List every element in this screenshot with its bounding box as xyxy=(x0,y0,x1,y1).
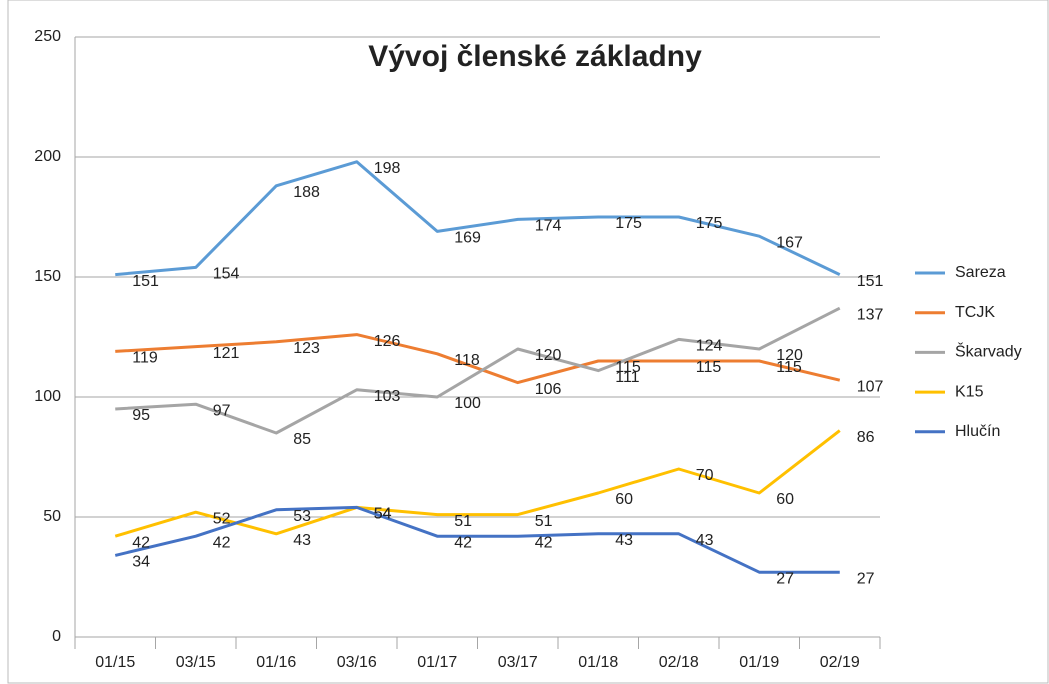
y-tick-label: 150 xyxy=(34,268,61,285)
data-label: 175 xyxy=(696,215,723,232)
data-label: 115 xyxy=(776,359,802,376)
x-tick-label: 01/16 xyxy=(256,654,296,671)
y-tick-label: 250 xyxy=(34,28,61,45)
series-line xyxy=(114,505,840,574)
data-label: 42 xyxy=(535,534,553,551)
data-label: 119 xyxy=(132,350,158,367)
legend-label: Sareza xyxy=(955,264,1006,281)
x-tick-label: 01/15 xyxy=(95,654,135,671)
data-label: 126 xyxy=(374,333,401,350)
data-label: 34 xyxy=(132,554,150,571)
data-label: 115 xyxy=(696,359,722,376)
data-label: 118 xyxy=(454,352,480,369)
data-label: 124 xyxy=(696,338,723,355)
data-label: 106 xyxy=(535,381,562,398)
data-label: 85 xyxy=(293,431,311,448)
x-tick-label: 02/19 xyxy=(820,654,860,671)
data-label: 167 xyxy=(776,234,803,251)
data-label: 51 xyxy=(535,513,553,530)
data-label: 42 xyxy=(213,534,231,551)
data-label: 27 xyxy=(857,570,875,587)
data-label: 175 xyxy=(615,215,642,232)
data-label: 154 xyxy=(213,266,240,283)
legend-label: K15 xyxy=(955,383,984,400)
data-label: 198 xyxy=(374,160,401,177)
data-label: 137 xyxy=(857,306,884,323)
data-label: 43 xyxy=(293,532,311,549)
data-label: 169 xyxy=(454,230,481,247)
data-label: 115 xyxy=(615,359,641,376)
data-label: 53 xyxy=(293,508,311,525)
x-tick-label: 01/18 xyxy=(578,654,618,671)
data-label: 120 xyxy=(776,347,803,364)
x-tick-label: 01/17 xyxy=(417,654,457,671)
data-label: 103 xyxy=(374,388,401,405)
data-label: 151 xyxy=(857,273,884,290)
series-line xyxy=(115,306,841,435)
data-label: 188 xyxy=(293,184,320,201)
data-label: 52 xyxy=(213,510,231,527)
data-label: 111 xyxy=(615,369,639,386)
chart-title: Vývoj členské základny xyxy=(368,40,702,73)
data-label: 43 xyxy=(615,532,633,549)
data-label: 43 xyxy=(696,532,714,549)
data-label: 54 xyxy=(374,506,392,523)
data-label: 174 xyxy=(535,218,562,235)
x-tick-label: 02/18 xyxy=(659,654,699,671)
data-label: 151 xyxy=(132,273,159,290)
data-label: 123 xyxy=(293,340,320,357)
data-label: 95 xyxy=(132,407,150,424)
series-line xyxy=(115,333,841,385)
data-label: 107 xyxy=(857,378,884,395)
x-tick-label: 03/17 xyxy=(498,654,538,671)
legend-label: Škarvady xyxy=(955,342,1022,361)
data-label: 60 xyxy=(615,491,633,508)
legend-label: Hlučín xyxy=(955,423,1000,440)
data-label: 121 xyxy=(213,345,240,362)
data-label: 51 xyxy=(454,513,472,530)
series-line xyxy=(115,160,841,277)
y-tick-label: 0 xyxy=(52,628,61,645)
chart-frame xyxy=(7,0,1049,684)
data-label: 27 xyxy=(776,570,794,587)
x-tick-label: 03/15 xyxy=(176,654,216,671)
data-label: 42 xyxy=(454,534,472,551)
data-label: 54 xyxy=(374,506,392,523)
data-label: 97 xyxy=(213,402,231,419)
data-label: 86 xyxy=(857,429,875,446)
y-tick-label: 50 xyxy=(43,508,61,525)
data-label: 42 xyxy=(132,534,150,551)
legend-label: TCJK xyxy=(955,304,995,321)
y-tick-label: 200 xyxy=(34,148,61,165)
data-label: 70 xyxy=(696,467,714,484)
data-label: 100 xyxy=(454,395,481,412)
x-tick-label: 01/19 xyxy=(739,654,779,671)
data-label: 60 xyxy=(776,491,794,508)
x-tick-label: 03/16 xyxy=(337,654,377,671)
y-tick-label: 100 xyxy=(34,388,61,405)
data-label: 120 xyxy=(535,347,562,364)
